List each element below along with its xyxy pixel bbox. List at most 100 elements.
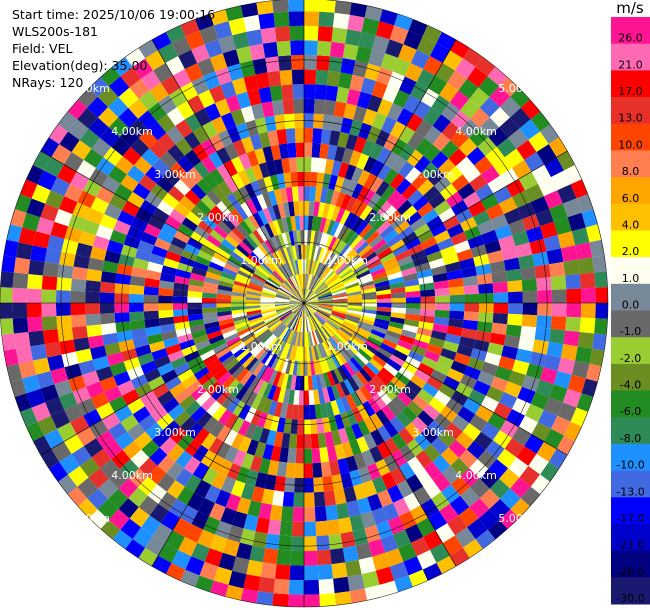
velocity-gate xyxy=(122,146,142,166)
velocity-gate xyxy=(455,431,475,450)
velocity-gate xyxy=(87,257,105,271)
velocity-gate xyxy=(291,521,304,537)
velocity-gate xyxy=(13,332,31,349)
velocity-gate xyxy=(445,422,463,440)
velocity-gate xyxy=(276,372,286,388)
velocity-gate xyxy=(398,225,415,240)
velocity-gate xyxy=(89,77,109,97)
velocity-gate xyxy=(159,437,178,455)
range-ring-label: 5.00km xyxy=(68,512,110,525)
velocity-gate xyxy=(290,316,299,330)
velocity-gate xyxy=(264,352,275,367)
velocity-gate xyxy=(549,203,568,222)
velocity-gate xyxy=(30,344,48,361)
velocity-gate xyxy=(313,330,320,345)
colorbar-tick-label: -10.0 xyxy=(616,459,644,472)
velocity-gate xyxy=(270,273,283,285)
velocity-gate xyxy=(391,156,407,174)
velocity-gate xyxy=(505,268,522,282)
velocity-gate xyxy=(304,521,317,537)
velocity-gate xyxy=(383,168,399,185)
velocity-gate xyxy=(291,345,298,361)
velocity-gate xyxy=(355,542,372,560)
velocity-gate xyxy=(233,318,249,326)
velocity-gate xyxy=(304,550,318,566)
velocity-gate xyxy=(424,243,441,256)
velocity-gate xyxy=(165,56,185,76)
velocity-gate xyxy=(431,491,450,511)
velocity-gate xyxy=(351,217,364,233)
velocity-gate xyxy=(329,548,346,565)
velocity-gate xyxy=(477,371,495,387)
velocity-gate xyxy=(314,312,327,323)
velocity-gate xyxy=(391,194,408,211)
velocity-gate xyxy=(203,316,219,325)
velocity-gate xyxy=(342,545,359,563)
velocity-gate xyxy=(299,259,303,274)
velocity-gate xyxy=(12,317,29,334)
velocity-gate xyxy=(113,371,131,387)
velocity-gate xyxy=(294,245,300,260)
velocity-gate xyxy=(289,300,304,303)
velocity-gate xyxy=(175,137,193,156)
velocity-gate xyxy=(273,323,285,336)
velocity-gate xyxy=(498,235,516,251)
velocity-gate xyxy=(493,402,512,420)
velocity-gate xyxy=(367,493,383,512)
velocity-gate xyxy=(355,371,369,386)
velocity-gate xyxy=(331,384,341,401)
velocity-gate xyxy=(367,336,382,347)
velocity-gate xyxy=(255,326,269,338)
velocity-gate xyxy=(97,86,119,107)
velocity-gate xyxy=(1,333,16,351)
velocity-gate xyxy=(368,212,383,228)
velocity-gate xyxy=(508,370,526,387)
velocity-gate xyxy=(308,245,314,260)
velocity-gate xyxy=(304,565,319,581)
velocity-gate xyxy=(267,318,281,329)
velocity-gate xyxy=(175,450,193,469)
velocity-gate xyxy=(85,303,100,315)
velocity-gate xyxy=(177,333,193,344)
velocity-gate xyxy=(441,465,461,485)
velocity-gate xyxy=(103,440,123,460)
velocity-gate xyxy=(313,389,320,405)
velocity-gate xyxy=(304,186,311,201)
velocity-gate xyxy=(245,305,261,310)
velocity-gate xyxy=(158,303,173,311)
velocity-gate xyxy=(490,376,509,392)
velocity-gate xyxy=(120,518,141,540)
velocity-gate xyxy=(343,344,356,358)
velocity-gate xyxy=(256,227,268,242)
velocity-gate xyxy=(353,483,368,501)
velocity-gate xyxy=(407,400,424,417)
velocity-gate xyxy=(304,303,314,315)
velocity-gate xyxy=(216,200,231,217)
velocity-gate xyxy=(71,446,92,466)
velocity-gate xyxy=(218,243,234,256)
velocity-gate xyxy=(27,274,43,290)
velocity-gate xyxy=(546,248,564,265)
velocity-gate xyxy=(396,199,413,216)
velocity-gate xyxy=(318,301,334,303)
velocity-gate xyxy=(410,344,427,357)
velocity-gate xyxy=(577,332,595,349)
velocity-gate xyxy=(282,388,291,404)
velocity-gate xyxy=(485,146,505,166)
velocity-gate xyxy=(398,542,417,562)
colorbar-tick-label: 10.0 xyxy=(618,138,643,151)
velocity-gate xyxy=(486,203,504,220)
velocity-gate xyxy=(199,25,219,45)
velocity-gate xyxy=(153,523,173,544)
velocity-gate xyxy=(195,575,214,593)
velocity-gate xyxy=(340,396,352,412)
velocity-gate xyxy=(315,311,328,322)
velocity-gate xyxy=(288,330,295,345)
velocity-gate xyxy=(158,491,177,511)
velocity-gate xyxy=(191,329,207,340)
velocity-gate xyxy=(564,421,582,441)
velocity-gate xyxy=(581,209,598,228)
velocity-gate xyxy=(240,588,259,604)
velocity-gate xyxy=(158,309,174,319)
velocity-gate xyxy=(332,293,348,299)
